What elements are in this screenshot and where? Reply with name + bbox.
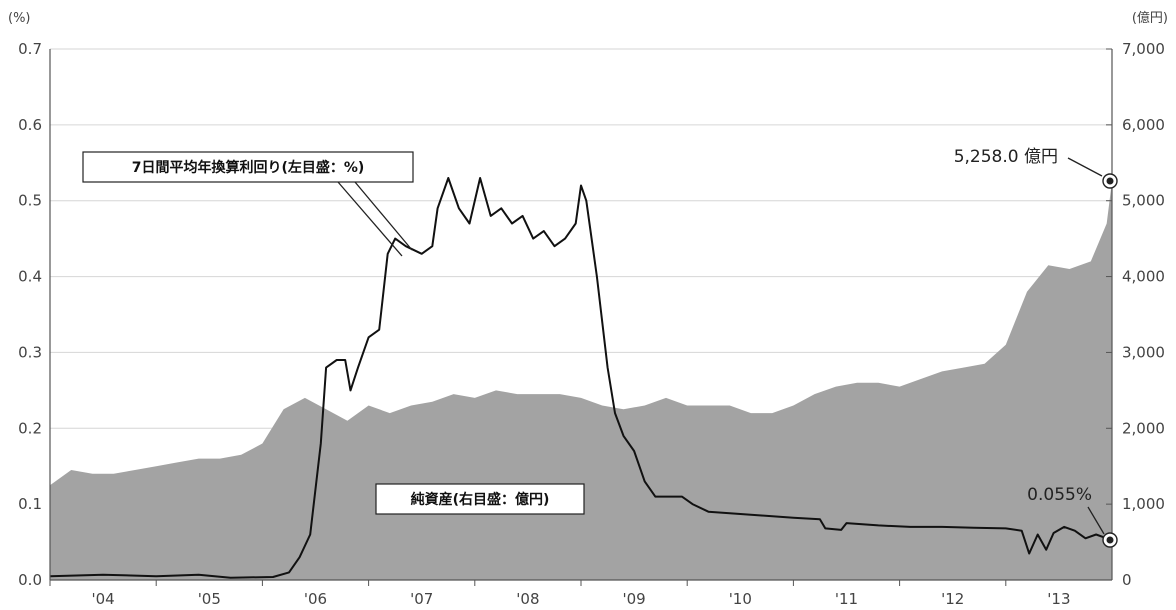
x-tick-label: '05 [198,590,221,608]
net-assets-area-layer [50,181,1112,580]
yield-label-box [82,151,414,183]
assets-end-value: 5,258.0 億円 [954,147,1058,167]
x-tick-label: '13 [1047,590,1070,608]
x-tick-label: '10 [729,590,752,608]
assets-end-marker [1106,177,1114,185]
left-tick-label: 0.7 [18,40,42,58]
right-tick-label: 1,000 [1122,495,1165,513]
right-axis-ticks: 0 1,000 2,000 3,000 4,000 5,000 6,000 7,000 [1106,40,1165,589]
x-tick-label: '08 [516,590,539,608]
left-tick-label: 0.2 [18,419,42,437]
yield-end-value: 0.055% [1027,485,1092,505]
x-tick-label: '04 [91,590,114,608]
x-tick-label: '06 [304,590,327,608]
left-tick-label: 0.0 [18,571,42,589]
yield-line-layer [49,177,1112,579]
assets-label-box [375,483,585,515]
left-tick-label: 0.4 [18,268,42,286]
right-tick-label: 6,000 [1122,116,1165,134]
assets-end-leader [1067,157,1103,177]
left-tick-label: 0.6 [18,116,42,134]
yield-end-leader [1087,506,1105,535]
right-tick-label: 5,000 [1122,192,1165,210]
yield-end-marker [1106,536,1114,544]
x-axis-ticks: '04 '05 '06 '07 '08 '09 '10 '11 '12 '13 [49,580,1071,608]
right-axis-unit: (億円) [1132,10,1168,26]
left-tick-label: 0.5 [18,192,42,210]
right-tick-label: 7,000 [1122,40,1165,58]
yield-series-label: 7日間平均年換算利回り(左目盛：%) [132,159,365,176]
x-tick-label: '07 [410,590,433,608]
left-tick-label: 0.3 [18,343,42,361]
left-axis-unit: (%) [8,11,31,26]
yield-line [49,177,1112,579]
right-tick-label: 3,000 [1122,343,1165,361]
yield-label-leader-2 [354,181,413,251]
assets-series-label: 純資産(右目盛：億円) [411,491,550,508]
x-tick-label: '12 [941,590,964,608]
net-assets-area [50,181,1112,580]
x-tick-label: '09 [622,590,645,608]
left-tick-label: 0.1 [18,495,42,513]
right-tick-label: 0 [1122,571,1132,589]
left-axis-ticks: 0.0 0.1 0.2 0.3 0.4 0.5 0.6 0.7 [18,40,42,589]
right-tick-label: 2,000 [1122,419,1165,437]
right-tick-label: 4,000 [1122,268,1165,286]
x-tick-label: '11 [835,590,858,608]
yield-label-leader-1 [337,181,403,257]
